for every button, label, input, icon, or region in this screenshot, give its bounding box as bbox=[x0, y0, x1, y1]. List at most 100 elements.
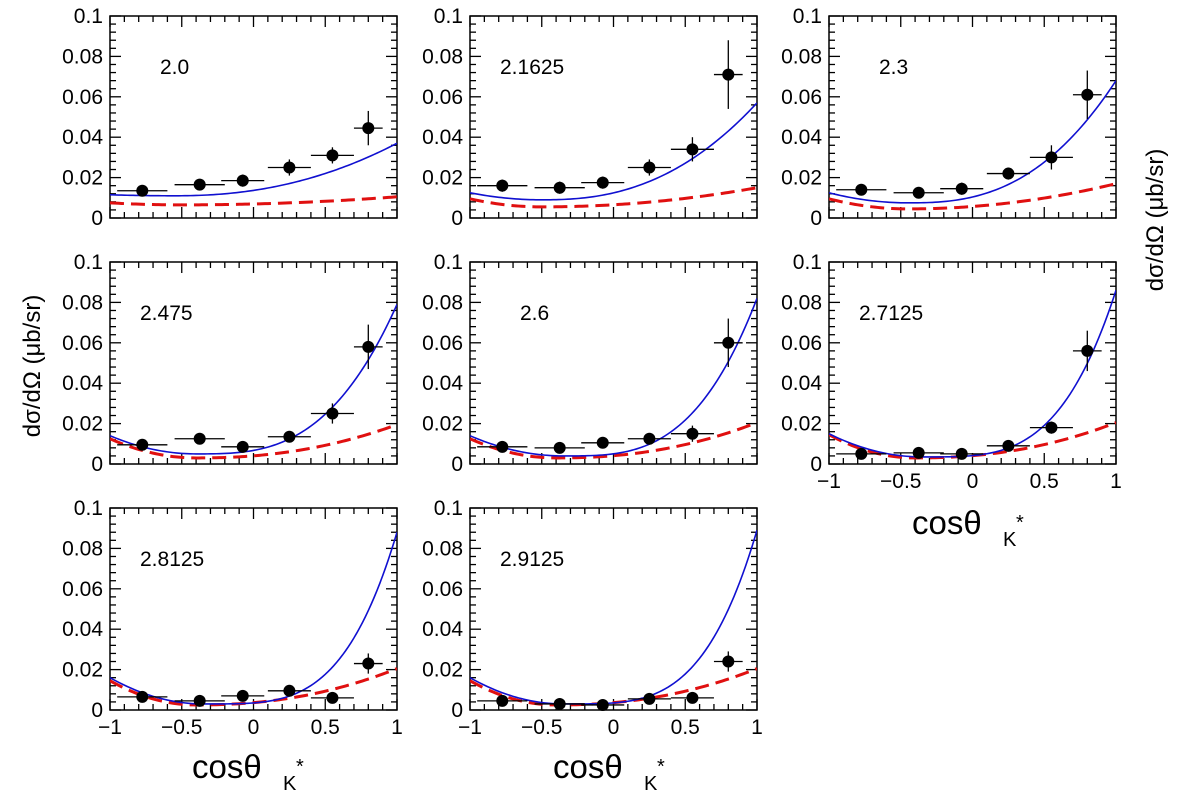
data-point bbox=[117, 184, 168, 197]
data-point bbox=[893, 186, 944, 199]
y-tick-label: 0 bbox=[91, 453, 103, 476]
y-tick-label: 0.02 bbox=[422, 167, 463, 190]
x-axis-title-right: cosθ K * bbox=[912, 504, 1024, 551]
x-tick-label: 0 bbox=[608, 716, 620, 739]
panel-7: −1 −0.5 0 0.5 1 0 0.02 0.04 0.06 0.08 0.1 2.8125 bbox=[62, 497, 403, 739]
x-tick-label: 0.5 bbox=[1030, 470, 1059, 493]
data-point bbox=[174, 178, 225, 191]
data-point bbox=[221, 440, 265, 453]
data-point bbox=[713, 40, 743, 109]
svg-text:cosθ: cosθ bbox=[553, 748, 623, 785]
plot-frame bbox=[828, 15, 1117, 219]
data-point bbox=[117, 690, 168, 703]
data-point bbox=[670, 137, 714, 162]
x-axis-title-bottom-left: cosθ K * bbox=[192, 748, 304, 795]
energy-label: 2.6 bbox=[520, 302, 549, 325]
data-point bbox=[836, 183, 887, 196]
model-total-curve bbox=[829, 80, 1116, 204]
data-point bbox=[267, 684, 311, 697]
data-point bbox=[174, 432, 225, 445]
data-point bbox=[627, 692, 671, 705]
y-tick-label: 0.06 bbox=[62, 578, 103, 601]
y-tick-label: 0.1 bbox=[793, 251, 822, 274]
y-tick-label: 0.1 bbox=[74, 251, 103, 274]
y-tick-label: 0.08 bbox=[422, 291, 463, 314]
model-total-curve bbox=[470, 529, 757, 705]
model-component-curve bbox=[110, 195, 397, 207]
svg-text:cosθ: cosθ bbox=[192, 748, 262, 785]
panel-3: 0 0.02 0.04 0.06 0.08 0.1 2.3 bbox=[781, 5, 1117, 230]
model-total-curve bbox=[470, 102, 757, 201]
y-tick-label: 0.04 bbox=[422, 126, 463, 149]
plot-frame bbox=[109, 261, 398, 465]
x-tick-label: −0.5 bbox=[161, 716, 202, 739]
model-component-curve bbox=[110, 423, 397, 460]
axis-ticks bbox=[109, 507, 398, 711]
svg-text:K: K bbox=[283, 773, 297, 795]
plot-frame bbox=[469, 15, 758, 219]
energy-label: 2.3 bbox=[879, 56, 908, 79]
y-tick-label: 0.1 bbox=[434, 5, 463, 28]
axis-ticks bbox=[109, 261, 398, 465]
data-point bbox=[1029, 421, 1073, 434]
data-point bbox=[477, 179, 528, 192]
svg-text:*: * bbox=[296, 756, 304, 778]
energy-label: 2.7125 bbox=[859, 302, 923, 325]
data-point bbox=[836, 447, 887, 460]
plot-frame bbox=[109, 15, 398, 219]
data-point bbox=[310, 403, 354, 424]
svg-text:*: * bbox=[1016, 512, 1024, 534]
data-point bbox=[353, 653, 383, 674]
axis-ticks bbox=[828, 261, 1117, 465]
y-tick-label: 0.06 bbox=[422, 332, 463, 355]
data-point bbox=[267, 430, 311, 443]
y-tick-label: 0.02 bbox=[781, 413, 822, 436]
y-tick-label: 0.04 bbox=[62, 372, 103, 395]
y-tick-label: 0.04 bbox=[781, 372, 822, 395]
y-tick-label: 0.06 bbox=[422, 86, 463, 109]
y-tick-label: 0.08 bbox=[62, 537, 103, 560]
svg-text:*: * bbox=[657, 756, 665, 778]
y-tick-label: 0.06 bbox=[781, 86, 822, 109]
y-tick-label: 0.04 bbox=[422, 618, 463, 641]
data-point bbox=[1072, 70, 1102, 120]
data-point bbox=[713, 651, 743, 672]
panel-6: −1 −0.5 0 0.5 1 0 0.02 0.04 0.06 0.08 0.1 2.7125 bbox=[781, 251, 1122, 493]
model-total-curve bbox=[110, 532, 397, 705]
y-tick-label: 0.06 bbox=[422, 578, 463, 601]
panel-2: 0 0.02 0.04 0.06 0.08 0.1 2.1625 bbox=[422, 5, 758, 230]
x-tick-label: −0.5 bbox=[880, 470, 921, 493]
y-tick-label: 0.08 bbox=[422, 537, 463, 560]
y-tick-label: 0 bbox=[91, 699, 103, 722]
x-tick-label: 1 bbox=[391, 716, 403, 739]
data-point bbox=[353, 324, 383, 370]
data-point bbox=[581, 698, 625, 711]
data-point bbox=[670, 425, 714, 442]
data-point bbox=[477, 440, 528, 453]
data-point bbox=[713, 318, 743, 368]
y-tick-label: 0 bbox=[451, 453, 463, 476]
axis-ticks bbox=[469, 507, 758, 711]
y-tick-label: 0.08 bbox=[62, 45, 103, 68]
data-point bbox=[353, 110, 383, 146]
x-tick-label: 0 bbox=[967, 470, 979, 493]
y-axis-title-right: dσ/dΩ (μb/sr) bbox=[1142, 149, 1169, 292]
y-tick-label: 0.08 bbox=[781, 291, 822, 314]
y-tick-label: 0.02 bbox=[422, 413, 463, 436]
x-tick-label: −0.5 bbox=[521, 716, 562, 739]
y-tick-label: 0 bbox=[810, 207, 822, 230]
x-tick-label: 0 bbox=[248, 716, 260, 739]
data-point bbox=[221, 174, 265, 187]
data-point bbox=[1029, 145, 1073, 170]
energy-label: 2.475 bbox=[140, 302, 193, 325]
y-tick-label: 0.04 bbox=[62, 126, 103, 149]
panel-1: 0 0.02 0.04 0.06 0.08 0.1 2.0 bbox=[62, 5, 398, 230]
x-tick-label: 1 bbox=[751, 716, 763, 739]
data-point bbox=[1072, 330, 1102, 372]
plot-frame bbox=[469, 507, 758, 711]
x-tick-label: −1 bbox=[458, 716, 482, 739]
panel-grid: 0 0.02 0.04 0.06 0.08 0.1 2.0 0 0.02 0.04 0.06 0.08… bbox=[62, 5, 1122, 739]
svg-text:cosθ: cosθ bbox=[912, 504, 982, 541]
energy-label: 2.9125 bbox=[500, 548, 564, 571]
